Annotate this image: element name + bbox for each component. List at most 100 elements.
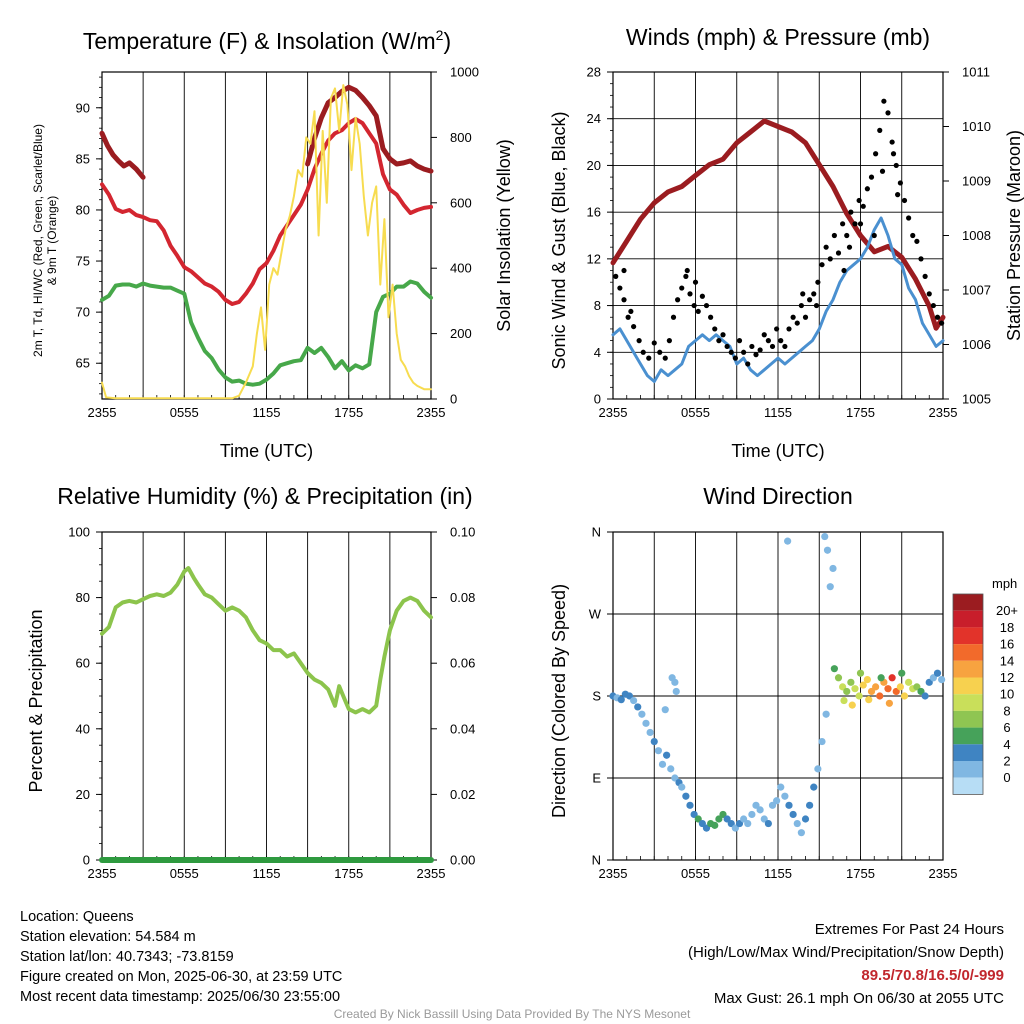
y-tick-label-right: 400 (450, 261, 472, 276)
gust-point (708, 314, 714, 320)
direction-point (801, 815, 810, 823)
extremes-title: Extremes For Past 24 Hours (814, 921, 1004, 938)
direction-point (678, 783, 686, 791)
gust-point (786, 326, 792, 332)
direction-point (818, 737, 826, 746)
pressure-line (610, 118, 946, 331)
direction-point (634, 703, 642, 711)
direction-point (823, 546, 832, 554)
direction-point (888, 674, 896, 682)
gust-point (835, 250, 842, 256)
gust-point (749, 343, 755, 350)
direction-point (814, 765, 822, 773)
direction-point (917, 687, 925, 696)
direction-point (905, 678, 913, 686)
panel-title: Temperature (F) & Insolation (W/m2) (83, 27, 451, 54)
x-tick-label: 1755 (334, 405, 363, 420)
y-axis-title-right: Solar Insolation (Yellow) (494, 139, 514, 331)
gust-point (692, 279, 699, 285)
direction-point (667, 765, 675, 773)
gust-point (819, 262, 825, 268)
legend-swatch (953, 744, 983, 761)
direction-point (748, 810, 756, 819)
direction-point (933, 669, 942, 677)
gust-point (840, 221, 846, 227)
direction-point (768, 801, 777, 809)
y-tick-label-right: 1010 (962, 119, 991, 134)
legend-swatch (953, 694, 983, 711)
y-tick-label-left: 12 (587, 251, 601, 266)
legend-swatch (953, 644, 983, 661)
x-tick-label: 1155 (764, 405, 792, 420)
gust-point (684, 267, 690, 274)
x-tick-label: 2355 (417, 866, 446, 881)
gust-point (651, 340, 657, 346)
x-tick-label: 1755 (846, 866, 875, 881)
legend-frame (952, 593, 984, 795)
y-tick-label-left: N (592, 525, 601, 540)
direction-point (625, 692, 634, 700)
gust-point (728, 349, 734, 355)
gust-point (885, 110, 891, 116)
x-tick-label: 0555 (681, 405, 710, 420)
gust-point (741, 349, 747, 355)
gust-point (720, 332, 726, 338)
legend-label: 18 (1000, 620, 1014, 635)
y-tick-label-right: 1007 (962, 283, 991, 298)
direction-point (638, 710, 646, 718)
gust-point (769, 343, 776, 350)
y-tick-label-left: 16 (587, 205, 601, 220)
direction-point (642, 719, 650, 727)
legend-label: 16 (1000, 637, 1014, 652)
x-tick-label: 1755 (846, 405, 875, 420)
y-tick-label-left: 8 (594, 298, 601, 313)
figure-created: Figure created on Mon, 2025-06-30, at 23… (20, 969, 343, 985)
y-axis-title-left: Sonic Wind & Gust (Blue, Black) (549, 111, 569, 369)
direction-point (682, 792, 690, 800)
direction-point (892, 687, 900, 696)
direction-point (715, 815, 723, 823)
direction-point (929, 674, 937, 682)
direction-point (785, 801, 793, 809)
gust-point (856, 197, 862, 204)
y-tick-label-left: 80 (76, 202, 90, 217)
y-axis-title-left: 2m T, Td, HI/WC (Red, Green, Scarlet/Blu… (31, 124, 59, 357)
winds-panel: 2355 0555 1155 1755 235504812162024281005100… (549, 24, 1024, 461)
station-info: Location: Queens Station elevation: 54.5… (20, 907, 342, 1007)
gust-point (699, 293, 705, 299)
gust-point (765, 338, 771, 344)
gust-point (848, 209, 854, 215)
direction-point (847, 678, 855, 686)
gust-point (628, 308, 634, 315)
gust-point (901, 197, 908, 204)
gust-point (841, 267, 847, 274)
y-tick-label-right: 600 (450, 195, 472, 210)
direction-point (829, 564, 837, 573)
y-tick-label-right: 1009 (962, 174, 991, 189)
y-tick-label-right: 0.02 (450, 787, 475, 802)
legend-label: 2 (1003, 754, 1010, 769)
gust-point (910, 232, 916, 239)
y-tick-label-left: 90 (76, 100, 90, 115)
insolation-line (101, 84, 432, 400)
direction-point (821, 532, 829, 541)
gust-point (613, 273, 619, 279)
station-elevation: Station elevation: 54.584 m (20, 929, 196, 945)
humidity-panel: 2355 0555 1155 1755 23550204060801000.000.02… (26, 483, 475, 881)
y-tick-label-left: 28 (587, 65, 601, 80)
humidity-line (100, 566, 433, 715)
gust-point (666, 338, 672, 344)
direction-point (756, 806, 764, 814)
gust-point (798, 302, 804, 309)
direction-point (735, 819, 744, 828)
x-tick-label: 2355 (417, 405, 446, 420)
gust-point (736, 338, 743, 344)
y-tick-label-right: 1008 (962, 228, 991, 243)
direction-point (913, 683, 921, 691)
direction-point (822, 710, 830, 718)
direction-point (884, 685, 892, 693)
y-tick-label-left: S (592, 689, 601, 704)
direction-point (840, 696, 848, 705)
